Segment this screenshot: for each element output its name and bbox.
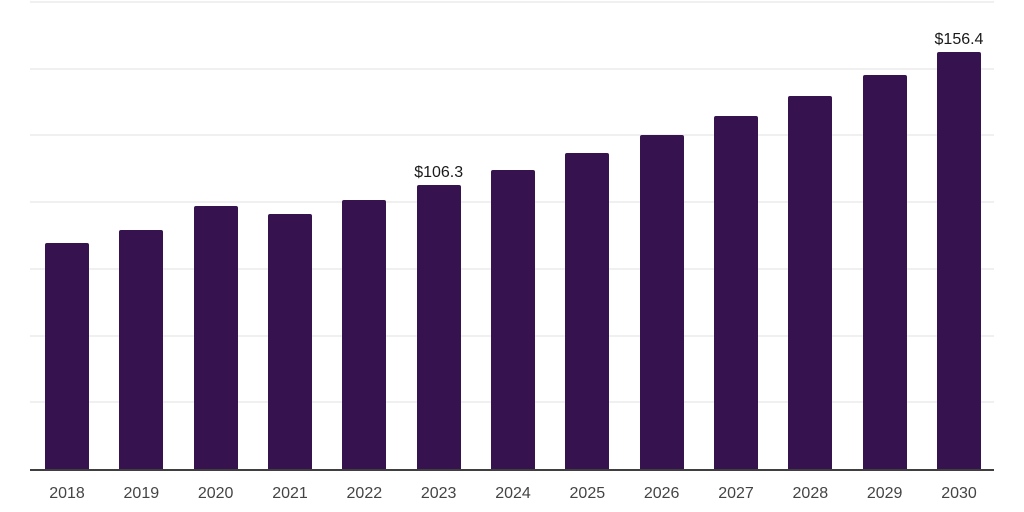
bar-2021	[267, 213, 312, 469]
x-tick-label-2018: 2018	[49, 485, 85, 502]
x-tick-label-2024: 2024	[495, 485, 531, 502]
bar-2027	[713, 115, 758, 469]
x-tick-label-2028: 2028	[792, 485, 829, 502]
value-label-2023: $106.3	[414, 164, 464, 182]
bar-2020	[193, 206, 238, 469]
gridline	[30, 134, 994, 137]
x-tick-label-2021: 2021	[272, 485, 308, 502]
bar-2026	[639, 134, 684, 469]
bar-2022	[342, 200, 387, 469]
x-tick-label-2023: 2023	[420, 485, 457, 502]
gridline	[30, 1, 994, 3]
bar-2024	[490, 169, 535, 469]
x-axis-line	[30, 469, 994, 471]
x-tick-label-2030: 2030	[941, 485, 977, 502]
bar-2029	[862, 74, 907, 469]
bar-2018	[45, 243, 89, 469]
bar-2030	[936, 51, 981, 469]
value-label-2030: $156.4	[934, 30, 984, 48]
x-tick-label-2027: 2027	[718, 485, 754, 502]
bar-2028	[788, 95, 833, 469]
bar-2019	[119, 230, 164, 469]
bar-2025	[565, 153, 610, 469]
x-tick-label-2022: 2022	[346, 485, 383, 502]
x-tick-label-2026: 2026	[643, 485, 680, 502]
bar-2023	[416, 185, 461, 469]
x-tick-label-2019: 2019	[123, 485, 160, 502]
x-tick-label-2025: 2025	[569, 485, 606, 502]
x-tick-label-2029: 2029	[866, 485, 903, 502]
x-tick-label-2020: 2020	[197, 485, 234, 502]
gridline	[30, 67, 994, 70]
